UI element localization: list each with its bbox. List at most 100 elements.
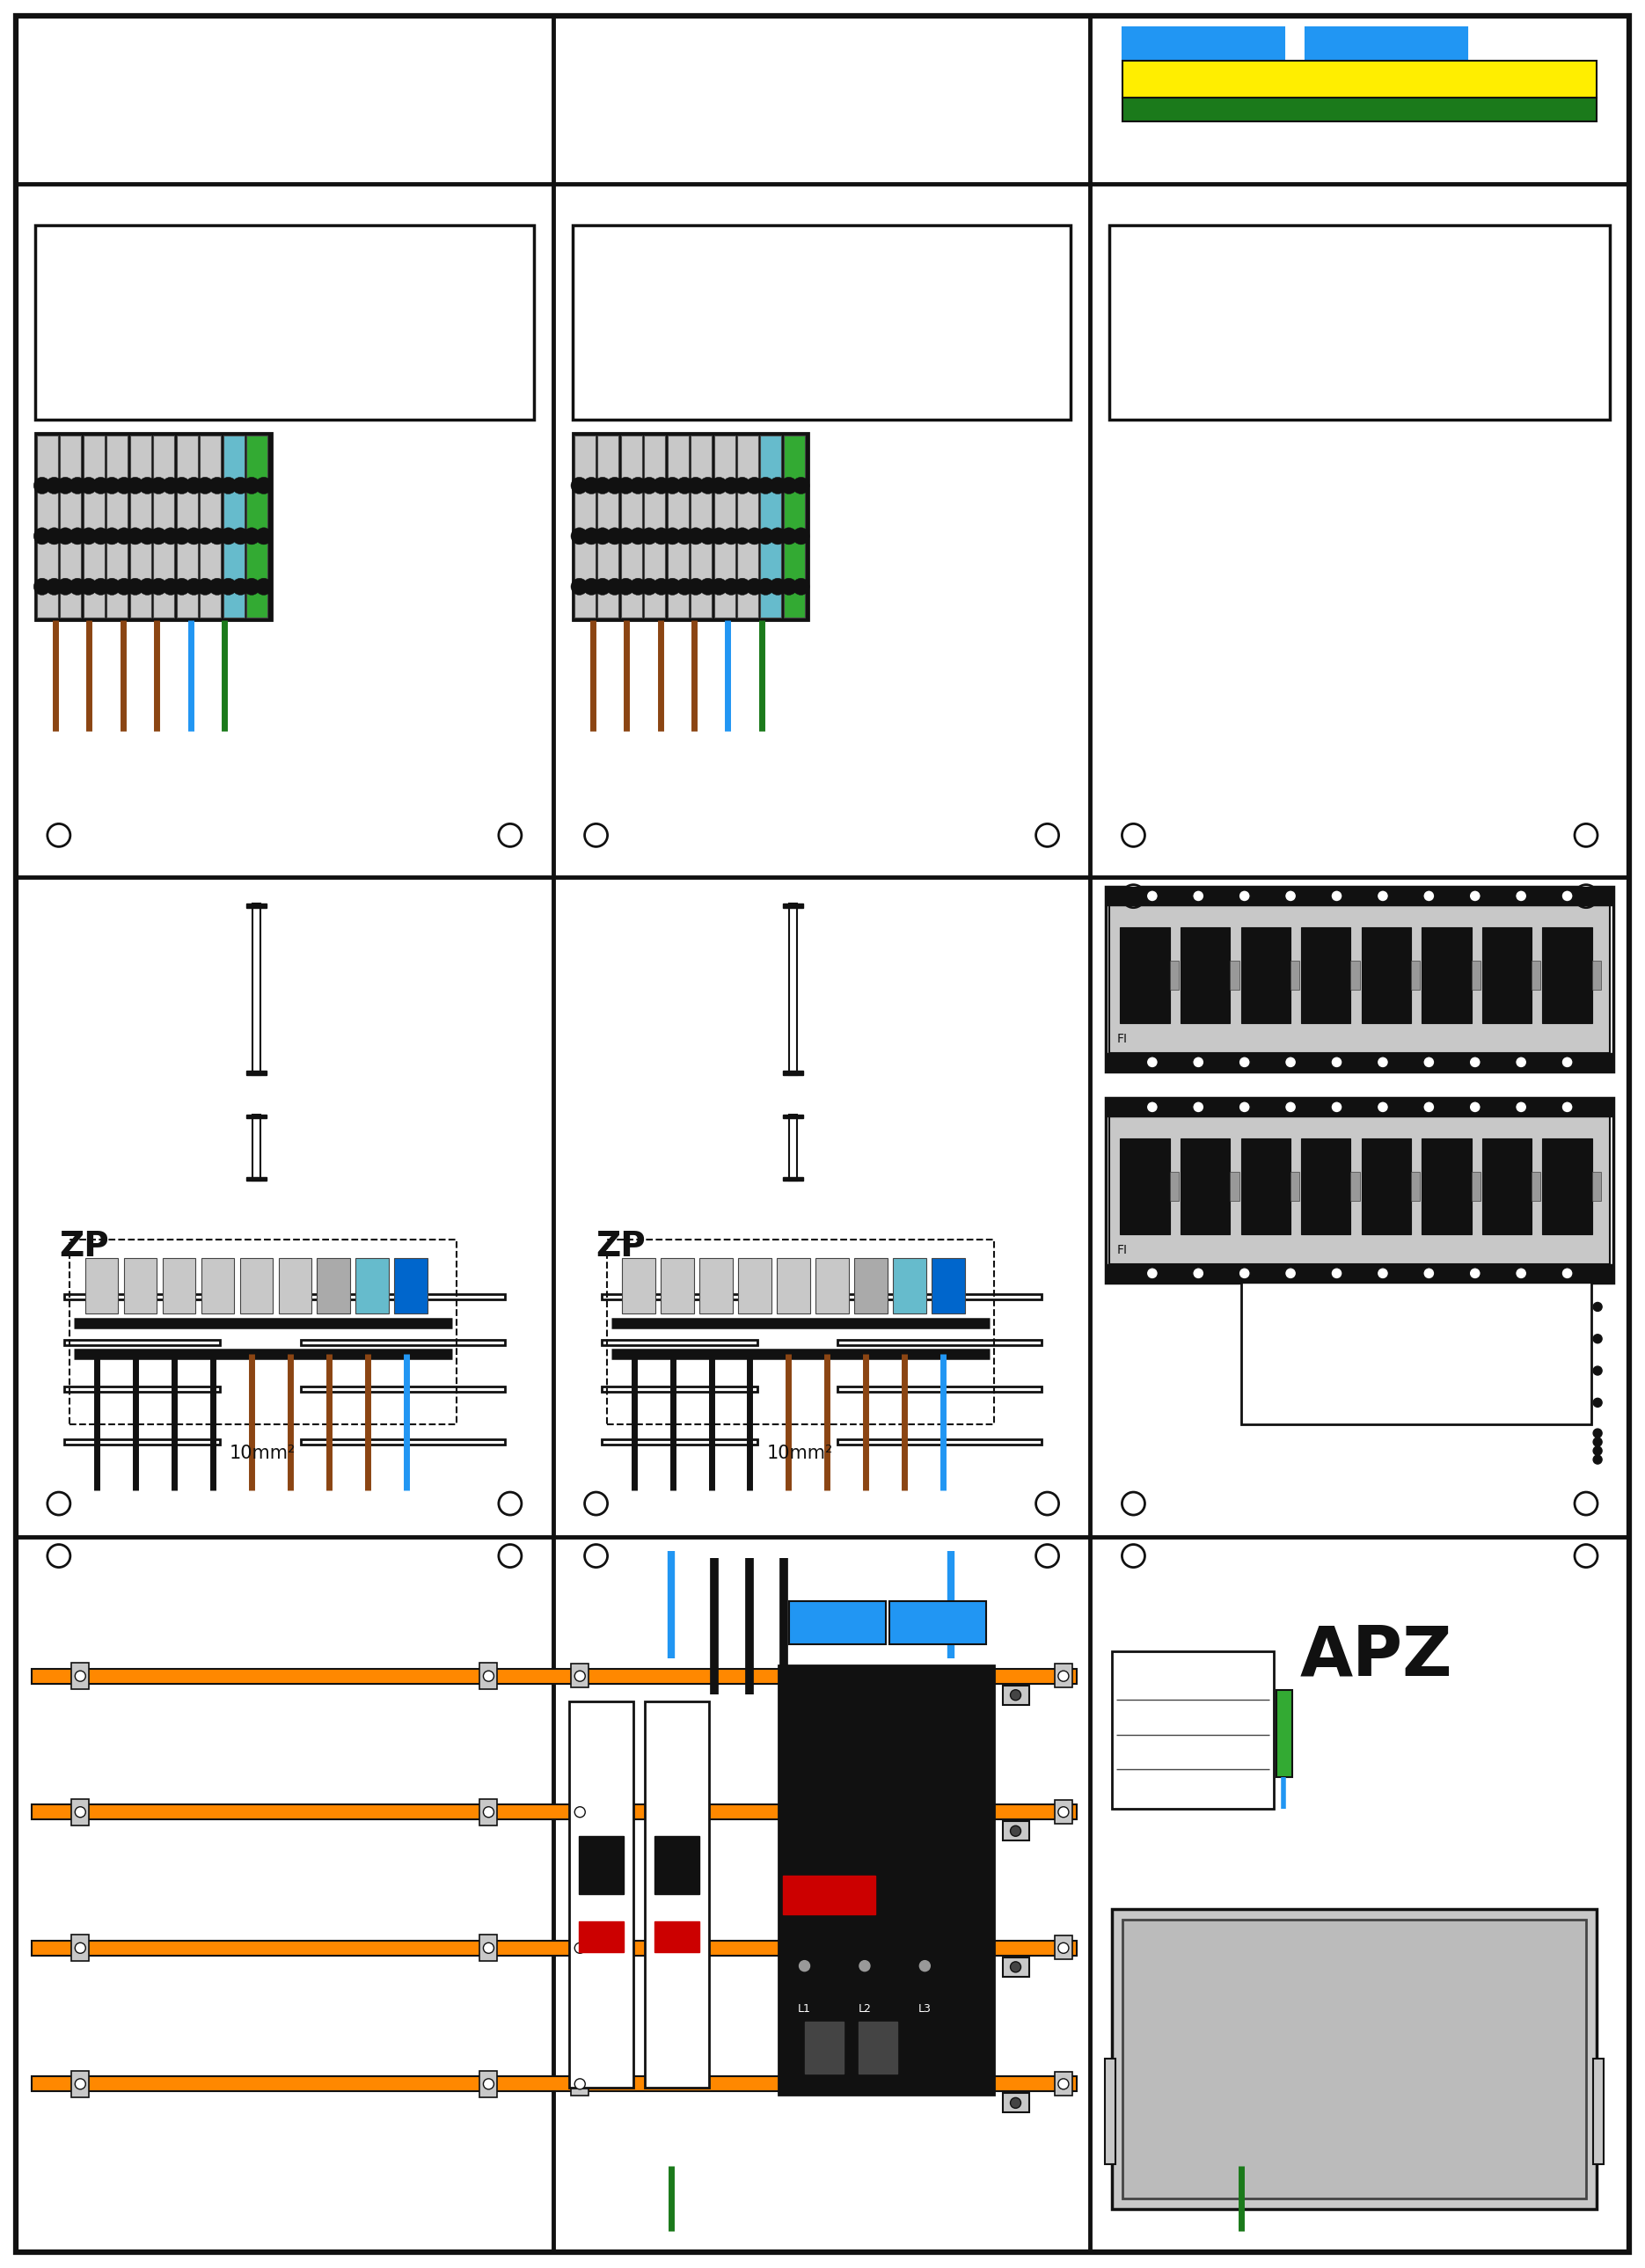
Circle shape: [642, 578, 658, 594]
Circle shape: [665, 528, 681, 544]
Circle shape: [1285, 1057, 1296, 1068]
Bar: [31, 1669, 1077, 1683]
Circle shape: [220, 528, 237, 544]
Bar: [1351, 1173, 1360, 1200]
Circle shape: [46, 578, 63, 594]
Bar: [1592, 962, 1601, 989]
Circle shape: [1147, 1102, 1158, 1114]
Bar: [1362, 928, 1411, 1023]
Bar: [1054, 1801, 1073, 1823]
Circle shape: [1574, 1492, 1597, 1515]
Bar: [247, 1114, 266, 1118]
Circle shape: [594, 528, 610, 544]
Circle shape: [186, 476, 202, 494]
Bar: [64, 1340, 220, 1345]
Circle shape: [1331, 1102, 1342, 1114]
Bar: [579, 1837, 623, 1894]
Circle shape: [1469, 1057, 1480, 1068]
Circle shape: [173, 578, 191, 594]
Bar: [480, 1662, 497, 1690]
Text: FI: FI: [1117, 1245, 1127, 1256]
Circle shape: [209, 476, 225, 494]
Bar: [737, 435, 758, 617]
Circle shape: [1191, 950, 1204, 964]
Circle shape: [780, 578, 798, 594]
Bar: [837, 1293, 1041, 1300]
Circle shape: [484, 1672, 494, 1681]
Circle shape: [1515, 1057, 1527, 1068]
Bar: [301, 1386, 505, 1390]
Circle shape: [1469, 1102, 1480, 1114]
Bar: [622, 1259, 655, 1313]
Bar: [1170, 962, 1179, 989]
Circle shape: [484, 1944, 494, 1953]
Circle shape: [1515, 891, 1527, 903]
Text: 10mm²: 10mm²: [230, 1445, 296, 1463]
Bar: [1122, 61, 1597, 98]
Bar: [1230, 1173, 1239, 1200]
Bar: [240, 1259, 273, 1313]
Bar: [153, 435, 174, 617]
Bar: [1301, 1139, 1351, 1234]
Circle shape: [574, 2080, 586, 2089]
Bar: [571, 1935, 589, 1960]
Circle shape: [138, 476, 156, 494]
Bar: [790, 1114, 798, 1179]
Circle shape: [163, 578, 179, 594]
Circle shape: [699, 476, 716, 494]
Bar: [1362, 1139, 1411, 1234]
Circle shape: [33, 476, 51, 494]
Bar: [572, 225, 1071, 420]
Circle shape: [607, 528, 623, 544]
Circle shape: [584, 1545, 607, 1567]
Circle shape: [734, 476, 750, 494]
Circle shape: [1594, 1429, 1602, 1438]
Text: L1: L1: [798, 2003, 811, 2014]
Bar: [1110, 905, 1610, 1052]
Circle shape: [243, 578, 260, 594]
Bar: [1110, 225, 1610, 420]
Bar: [1105, 1098, 1614, 1281]
Bar: [247, 435, 268, 617]
Circle shape: [642, 528, 658, 544]
Bar: [1170, 1173, 1179, 1200]
Bar: [107, 435, 128, 617]
Circle shape: [92, 476, 109, 494]
Bar: [480, 1799, 497, 1826]
Bar: [1105, 2059, 1115, 2164]
Bar: [602, 1340, 757, 1345]
Circle shape: [1377, 891, 1388, 903]
Circle shape: [1423, 1057, 1434, 1068]
Bar: [1411, 1173, 1420, 1200]
Text: FI: FI: [1117, 1034, 1127, 1046]
Bar: [1230, 962, 1239, 989]
Bar: [790, 1601, 887, 1644]
Bar: [480, 1935, 497, 1962]
Circle shape: [1010, 1962, 1022, 1973]
Circle shape: [127, 528, 143, 544]
Circle shape: [630, 528, 646, 544]
Circle shape: [220, 578, 237, 594]
Circle shape: [1122, 885, 1145, 907]
Bar: [1594, 2059, 1604, 2164]
Circle shape: [653, 578, 670, 594]
Circle shape: [1594, 1447, 1602, 1456]
Bar: [1002, 1685, 1028, 1706]
Bar: [931, 1259, 964, 1313]
Circle shape: [1010, 2098, 1022, 2109]
Circle shape: [734, 578, 750, 594]
Circle shape: [115, 528, 133, 544]
Circle shape: [150, 528, 166, 544]
Circle shape: [688, 528, 704, 544]
Bar: [1110, 1116, 1610, 1263]
Bar: [317, 1259, 350, 1313]
Circle shape: [58, 578, 74, 594]
Circle shape: [582, 578, 600, 594]
Circle shape: [1010, 1826, 1022, 1837]
Circle shape: [722, 476, 740, 494]
Circle shape: [92, 578, 109, 594]
Circle shape: [594, 476, 610, 494]
Bar: [783, 1070, 803, 1075]
Circle shape: [104, 528, 120, 544]
Circle shape: [76, 2080, 86, 2089]
